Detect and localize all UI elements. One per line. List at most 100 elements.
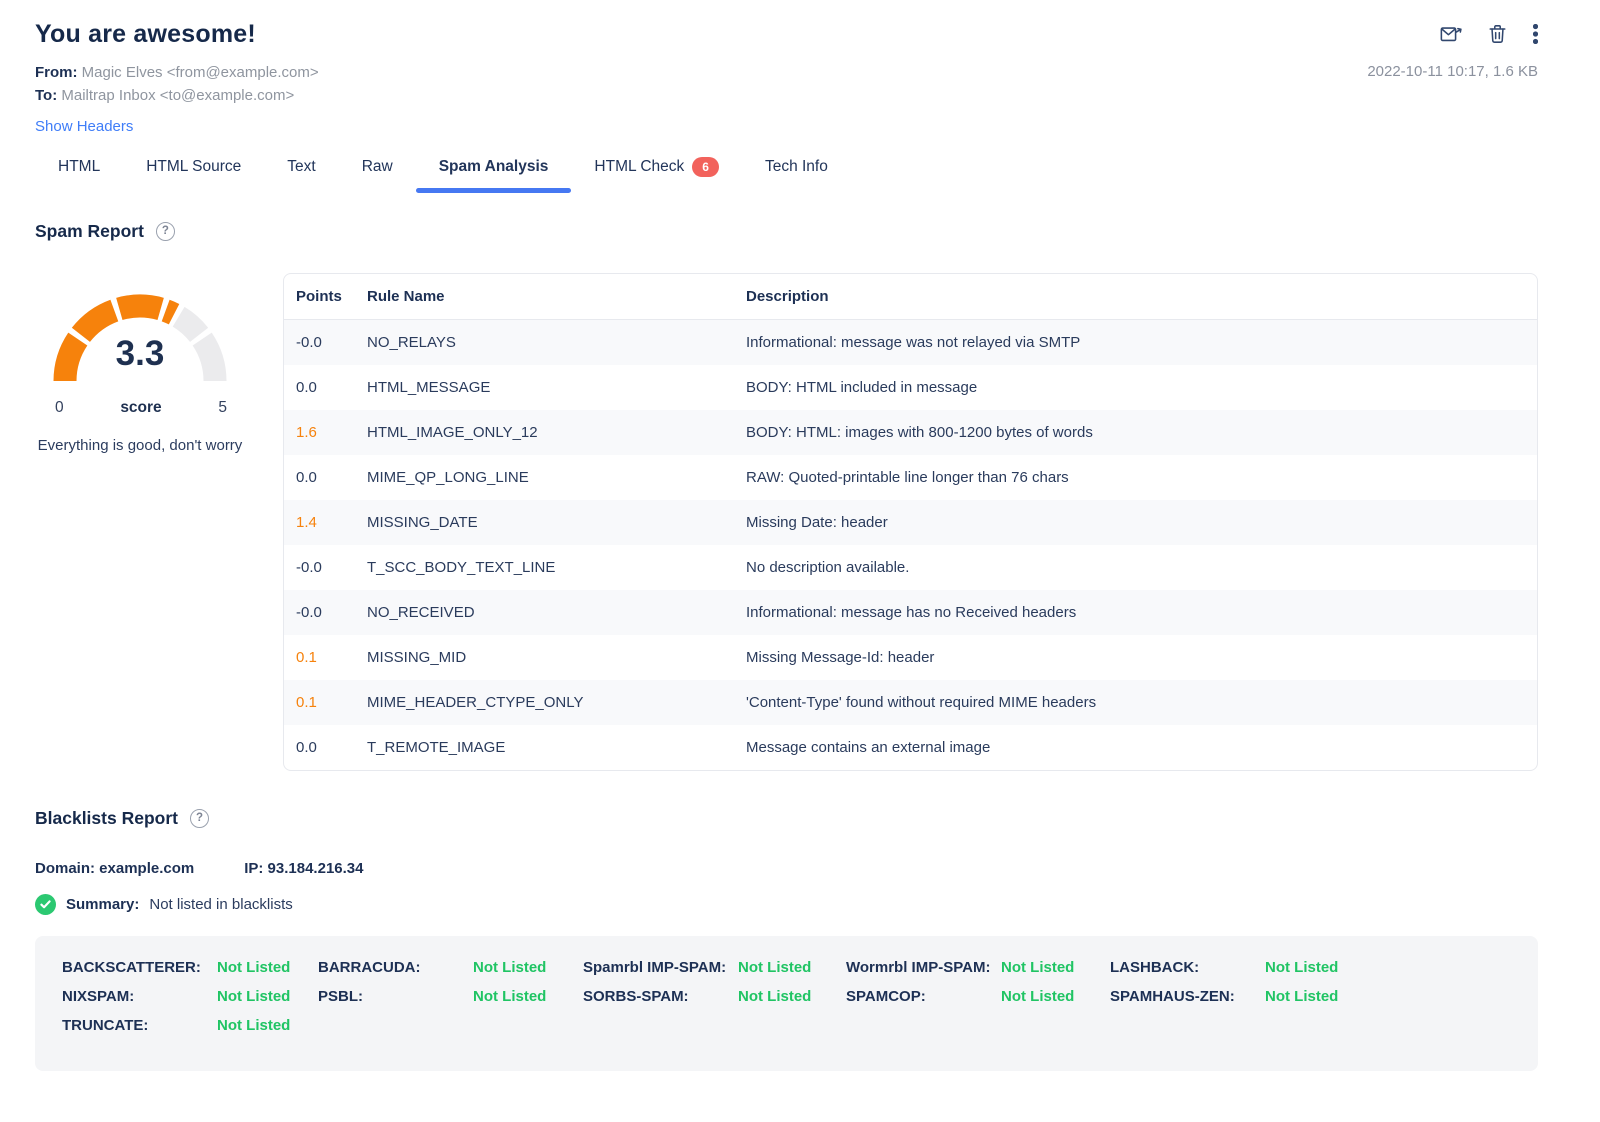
table-row: 0.0 MIME_QP_LONG_LINE RAW: Quoted-printa… xyxy=(284,455,1537,500)
tab-spam-analysis[interactable]: Spam Analysis xyxy=(415,149,572,193)
points-value: 0.1 xyxy=(296,694,317,711)
addresses: From: Magic Elves <from@example.com> To:… xyxy=(35,61,319,107)
blacklist-status: Not Listed xyxy=(217,1017,291,1034)
blacklist-name: SPAMHAUS-ZEN: xyxy=(1110,988,1235,1005)
points-value: 0.0 xyxy=(296,469,317,486)
tab-raw[interactable]: Raw xyxy=(361,158,393,175)
points-value: 0.1 xyxy=(296,649,317,666)
blacklist-status: Not Listed xyxy=(473,959,547,976)
col-header-points: Points xyxy=(296,288,342,305)
tab-html-check[interactable]: HTML Check 6 xyxy=(571,149,742,193)
rule-description: Missing Message-Id: header xyxy=(746,649,935,666)
help-icon[interactable]: ? xyxy=(155,222,175,241)
blacklist-name: LASHBACK: xyxy=(1110,959,1200,976)
blacklist-ip: IP: 93.184.216.34 xyxy=(244,860,364,877)
help-icon[interactable]: ? xyxy=(189,809,209,828)
rule-name: T_SCC_BODY_TEXT_LINE xyxy=(367,559,556,576)
blacklist-entry: NIXSPAM: Not Listed xyxy=(62,982,318,1011)
blacklist-entry: SPAMHAUS-ZEN: Not Listed xyxy=(1110,982,1518,1011)
blacklist-status: Not Listed xyxy=(473,988,547,1005)
blacklist-status: Not Listed xyxy=(1265,959,1339,976)
table-row: -0.0 NO_RELAYS Informational: message wa… xyxy=(284,320,1537,365)
gauge-min-label: 0 xyxy=(55,399,64,416)
blacklist-name: SPAMCOP: xyxy=(846,988,926,1005)
rule-description: Message contains an external image xyxy=(746,739,991,756)
blacklists-panel: BACKSCATTERER: Not Listed BARRACUDA: Not… xyxy=(35,936,1538,1071)
delete-button[interactable] xyxy=(1488,24,1507,44)
rule-name: MISSING_DATE xyxy=(367,514,478,531)
points-value: 1.4 xyxy=(296,514,317,531)
col-header-rule-name: Rule Name xyxy=(367,288,445,305)
tab-text[interactable]: Text xyxy=(287,158,316,175)
blacklist-name: Wormrbl IMP-SPAM: xyxy=(846,959,991,976)
to-label: To: xyxy=(35,87,58,104)
blacklists-report-heading: Blacklists Report xyxy=(35,808,178,828)
table-row: 1.6 HTML_IMAGE_ONLY_12 BODY: HTML: image… xyxy=(284,410,1537,455)
show-headers-link[interactable]: Show Headers xyxy=(35,118,134,135)
tab-html[interactable]: HTML xyxy=(58,158,101,175)
email-meta: From: Magic Elves <from@example.com> To:… xyxy=(35,61,1538,107)
spam-score-value: 3.3 xyxy=(115,334,165,373)
blacklist-name: BARRACUDA: xyxy=(318,959,421,976)
blacklist-status: Not Listed xyxy=(1265,988,1339,1005)
forward-email-icon xyxy=(1440,26,1462,47)
tab-html-source[interactable]: HTML Source xyxy=(146,158,242,175)
blacklist-entry: LASHBACK: Not Listed xyxy=(1110,953,1518,982)
blacklist-name: NIXSPAM: xyxy=(62,988,135,1005)
blacklist-name: Spamrbl IMP-SPAM: xyxy=(583,959,727,976)
blacklist-name: TRUNCATE: xyxy=(62,1017,149,1034)
gauge-arc xyxy=(53,294,227,382)
blacklist-name: BACKSCATTERER: xyxy=(62,959,201,976)
spam-report-section: Spam Report ? 3.3 xyxy=(35,221,1538,771)
table-row: 0.0 HTML_MESSAGE BODY: HTML included in … xyxy=(284,365,1537,410)
header-actions xyxy=(1440,20,1539,47)
table-row: 0.0 T_REMOTE_IMAGE Message contains an e… xyxy=(284,725,1537,770)
blacklist-summary: Summary: Not listed in blacklists xyxy=(35,894,1538,915)
spam-score-gauge: 3.3 0 score 5 Everything is good, don't … xyxy=(35,273,283,457)
blacklist-entry: Spamrbl IMP-SPAM: Not Listed xyxy=(583,953,846,982)
from-row: From: Magic Elves <from@example.com> xyxy=(35,61,319,84)
points-value: -0.0 xyxy=(296,559,322,576)
rule-name: MIME_QP_LONG_LINE xyxy=(367,469,529,486)
rule-name: HTML_IMAGE_ONLY_12 xyxy=(367,424,538,441)
blacklist-entry: SPAMCOP: Not Listed xyxy=(846,982,1110,1011)
rule-description: Missing Date: header xyxy=(746,514,888,531)
html-check-badge: 6 xyxy=(692,157,719,177)
gauge-score-label: score xyxy=(120,399,162,416)
rule-description: No description available. xyxy=(746,559,910,576)
from-value: Magic Elves <from@example.com> xyxy=(81,64,319,81)
rule-description: BODY: HTML: images with 800-1200 bytes o… xyxy=(746,424,1093,441)
blacklist-status: Not Listed xyxy=(738,959,812,976)
blacklist-name: SORBS-SPAM: xyxy=(583,988,689,1005)
more-actions-button[interactable] xyxy=(1532,23,1539,47)
blacklists-report-section: Blacklists Report ? Domain: example.com … xyxy=(35,808,1538,1071)
rule-name: NO_RELAYS xyxy=(367,334,456,351)
table-row: -0.0 NO_RECEIVED Informational: message … xyxy=(284,590,1537,635)
rule-description: BODY: HTML included in message xyxy=(746,379,978,396)
rule-description: 'Content-Type' found without required MI… xyxy=(746,694,1097,711)
table-row: 0.1 MIME_HEADER_CTYPE_ONLY 'Content-Type… xyxy=(284,680,1537,725)
table-row: 1.4 MISSING_DATE Missing Date: header xyxy=(284,500,1537,545)
blacklist-status: Not Listed xyxy=(738,988,812,1005)
trash-icon xyxy=(1488,25,1507,47)
summary-value: Not listed in blacklists xyxy=(149,896,293,913)
gauge-caption: Everything is good, don't worry xyxy=(37,437,243,454)
rule-name: NO_RECEIVED xyxy=(367,604,475,621)
to-row: To: Mailtrap Inbox <to@example.com> xyxy=(35,84,319,107)
blacklist-entry: BACKSCATTERER: Not Listed xyxy=(62,953,318,982)
summary-label: Summary: xyxy=(66,896,140,913)
check-circle-icon xyxy=(35,894,56,915)
blacklist-status: Not Listed xyxy=(217,988,291,1005)
spam-report-heading: Spam Report xyxy=(35,221,144,241)
tab-tech-info[interactable]: Tech Info xyxy=(764,158,828,175)
table-row: -0.0 T_SCC_BODY_TEXT_LINE No description… xyxy=(284,545,1537,590)
page-title: You are awesome! xyxy=(35,20,256,48)
points-value: -0.0 xyxy=(296,604,322,621)
blacklist-status: Not Listed xyxy=(217,959,291,976)
blacklist-entry: TRUNCATE: Not Listed xyxy=(62,1011,318,1040)
blacklist-status: Not Listed xyxy=(1001,959,1075,976)
view-tabs: HTML HTML Source Text Raw Spam Analysis … xyxy=(35,149,1538,193)
forward-email-button[interactable] xyxy=(1440,25,1462,44)
kebab-menu-icon xyxy=(1532,23,1539,47)
